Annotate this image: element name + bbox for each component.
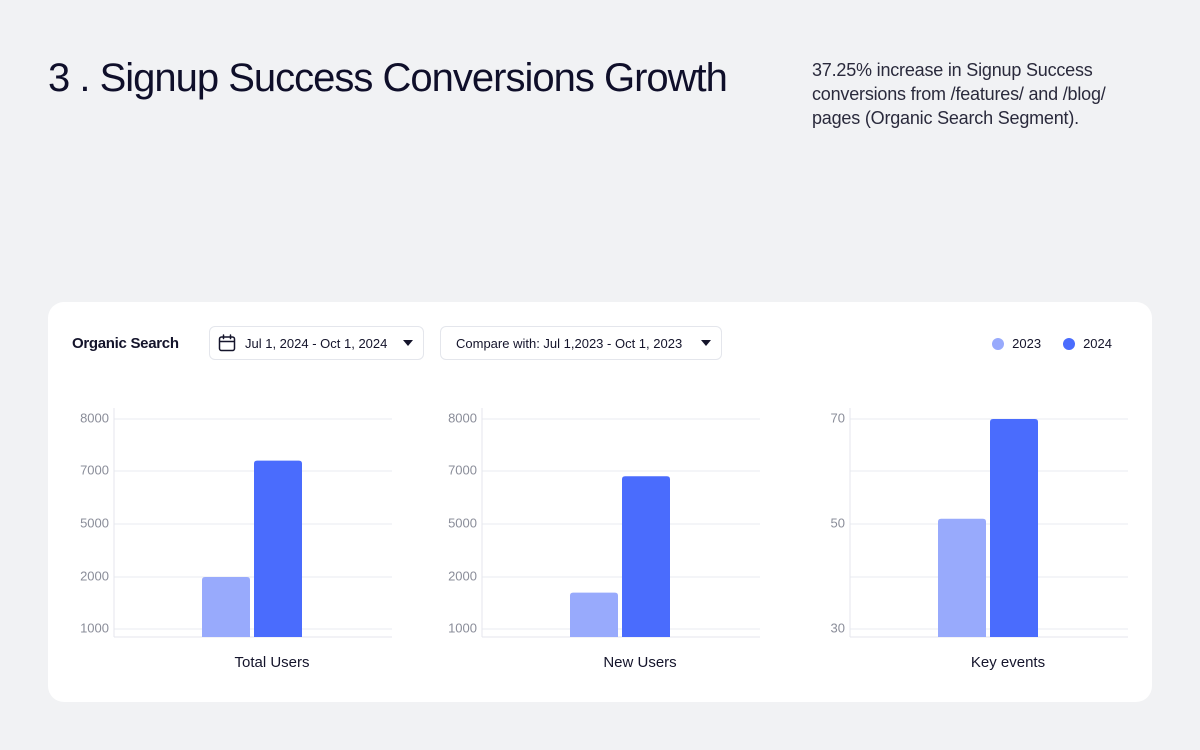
date-range-value: Jul 1, 2024 - Oct 1, 2024 (245, 335, 388, 351)
compare-range-dropdown[interactable]: Compare with: Jul 1,2023 - Oct 1, 2023 (440, 326, 722, 360)
chart-total-users-svg: 1000 2000 5000 7000 8000 (80, 408, 392, 638)
segment-label: Organic Search (72, 335, 179, 352)
y-tick-label: 5000 (80, 515, 109, 530)
legend-label-2024: 2024 (1083, 336, 1112, 351)
chevron-down-icon (403, 340, 413, 346)
y-tick-label: 2000 (448, 568, 477, 583)
y-tick-label: 7000 (448, 462, 477, 477)
bar-2023 (570, 592, 618, 637)
metrics-card: Organic Search Jul 1, 2024 - Oct 1, 2024… (48, 302, 1152, 702)
calendar-icon (218, 334, 236, 352)
compare-range-value: Compare with: Jul 1,2023 - Oct 1, 2023 (456, 335, 683, 351)
legend-item-2024: 2024 (1063, 336, 1112, 351)
y-tick-label: 30 (831, 620, 845, 635)
chart-total-users: 1000 2000 5000 7000 8000 Total Users (72, 400, 432, 680)
legend-swatch-2023 (992, 337, 1005, 350)
chart-xlabel: Key events (970, 654, 1046, 671)
y-tick-label: 8000 (80, 410, 109, 425)
chart-legend: 2023 2024 (970, 336, 1112, 351)
page-description: 37.25% increase in Signup Success conver… (812, 60, 1106, 128)
bar-2023 (938, 518, 986, 637)
bar-2024 (254, 460, 302, 637)
chart-key-events: 30 50 70 Key events (808, 400, 1168, 680)
bar-2023 (202, 577, 250, 637)
legend-item-2023: 2023 (992, 336, 1041, 351)
bar-2024 (622, 476, 670, 637)
chart-key-events-svg: 30 50 70 (831, 408, 1128, 638)
chart-xlabel: Total Users (234, 654, 310, 671)
y-tick-label: 70 (831, 410, 845, 425)
legend-swatch-2024 (1063, 337, 1076, 350)
y-tick-label: 2000 (80, 568, 109, 583)
page-title: 3 . Signup Success Conversions Growth (48, 56, 728, 100)
chart-xlabel: New Users (603, 654, 677, 671)
y-tick-label: 50 (831, 515, 845, 530)
legend-label-2023: 2023 (1012, 336, 1042, 351)
chart-new-users: 1000 2000 5000 7000 8000 New Users (440, 400, 800, 680)
y-tick-label: 8000 (448, 410, 477, 425)
date-range-dropdown[interactable]: Jul 1, 2024 - Oct 1, 2024 (209, 326, 424, 360)
y-tick-label: 5000 (448, 515, 477, 530)
chart-new-users-svg: 1000 2000 5000 7000 8000 (448, 408, 760, 638)
y-tick-label: 7000 (80, 462, 109, 477)
y-tick-label: 1000 (448, 620, 477, 635)
y-tick-label: 1000 (80, 620, 109, 635)
bar-2024 (990, 419, 1038, 637)
chevron-down-icon (701, 340, 711, 346)
